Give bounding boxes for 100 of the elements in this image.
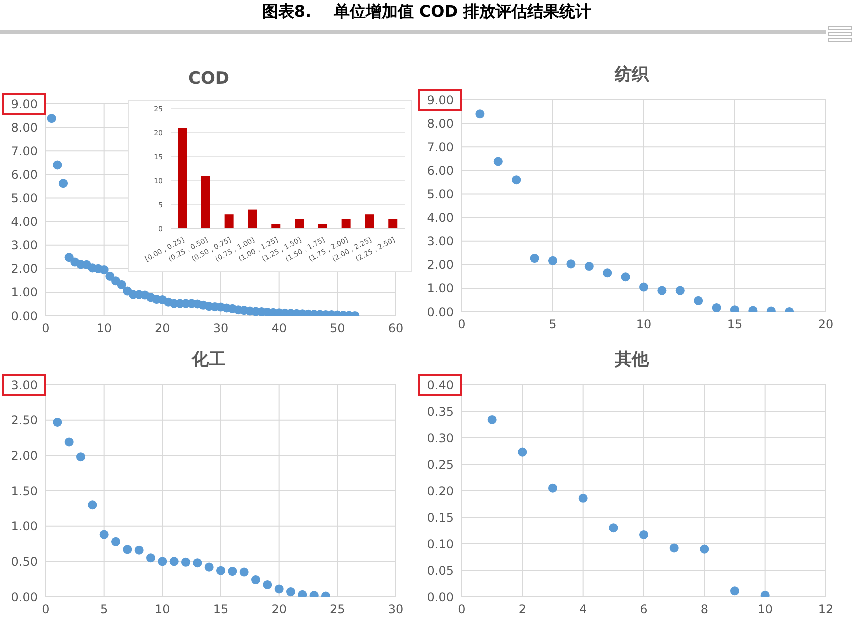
point [111, 537, 121, 546]
point [512, 176, 522, 185]
x-tick-label: 60 [388, 322, 404, 336]
point [730, 586, 740, 596]
y-tick-label: 9.00 [11, 97, 38, 112]
x-tick-label: 40 [272, 322, 287, 336]
point [146, 554, 156, 563]
point [170, 557, 179, 566]
y-tick-label: 6.00 [427, 164, 454, 178]
point [100, 530, 109, 540]
bar [318, 224, 328, 229]
x-tick-label: 12 [818, 602, 834, 617]
x-tick-label: 15 [213, 602, 229, 617]
y-tick-label: 8.00 [11, 120, 38, 135]
point [216, 566, 226, 576]
point [494, 157, 503, 166]
point [240, 568, 249, 577]
point [676, 286, 685, 296]
bar [201, 176, 210, 229]
point [193, 558, 202, 568]
x-tick-label: 50 [330, 322, 346, 336]
y-tick-label: 0.30 [427, 431, 454, 446]
point [548, 256, 558, 266]
y-tick-label: 1.00 [11, 286, 38, 300]
x-tick-label: 15 [727, 318, 743, 332]
point [53, 160, 62, 170]
bar [295, 219, 304, 229]
point [700, 544, 710, 554]
point [64, 253, 74, 262]
x-tick-label: 6 [640, 602, 648, 617]
point [204, 562, 214, 572]
y-tick-label: 5.00 [11, 191, 38, 206]
point [639, 282, 649, 292]
x-tick-label: 10 [96, 322, 112, 336]
bar [248, 210, 258, 229]
point [53, 418, 62, 427]
bar [272, 224, 281, 229]
x-tick-label: 10 [758, 602, 773, 617]
y-tick-label: 9.00 [427, 93, 454, 108]
point [274, 584, 284, 594]
y-tick-label: 7.00 [427, 140, 454, 154]
chart-title: 化工 [190, 349, 227, 372]
y-tick-label: 0.20 [427, 484, 454, 498]
point [488, 415, 497, 424]
y-tick-label: 0.05 [427, 564, 454, 578]
x-tick-label: 5 [100, 602, 108, 617]
y-tick-label: 0.00 [11, 309, 38, 324]
point [639, 530, 649, 540]
point [88, 500, 98, 510]
x-tick-label: 0 [42, 322, 50, 336]
y-tick-label: 0.00 [427, 590, 454, 604]
point [621, 272, 630, 282]
y-tick-label: 2.00 [11, 448, 38, 463]
bar [342, 219, 351, 229]
bar [178, 128, 188, 229]
point [228, 567, 238, 576]
point [712, 303, 722, 312]
point [530, 254, 540, 264]
bar [224, 214, 234, 229]
y-tick-label: 2.00 [11, 262, 38, 276]
y-tick-label: 3.00 [11, 378, 38, 392]
y-tick-label: 1.50 [11, 484, 38, 498]
x-tick-label: 0 [458, 318, 466, 332]
point [694, 296, 704, 306]
y-tick-label: 5.00 [427, 187, 454, 202]
chart-title: 纺织 [614, 64, 650, 87]
x-tick-label: 5 [549, 318, 557, 332]
y-tick-label: 4.00 [427, 211, 454, 226]
point [181, 558, 191, 567]
point [603, 268, 612, 278]
x-tick-label: 2 [518, 602, 526, 617]
point [566, 260, 576, 269]
point [47, 114, 56, 124]
y-tick-label: 2.50 [11, 414, 38, 428]
y-tick-label: 0.40 [427, 378, 454, 392]
y-tick-label: 1.00 [427, 282, 454, 296]
chart-title: 其他 [614, 349, 650, 372]
point [158, 557, 168, 566]
x-tick-label: 4 [580, 602, 588, 617]
x-tick-label: 25 [330, 602, 346, 617]
y-tick-label: 0.00 [427, 305, 454, 320]
point [286, 588, 296, 597]
x-tick-label: 8 [700, 602, 708, 617]
text: 图表8. 单位增加值 COD 排放评估结果统计 [261, 2, 593, 23]
point [134, 546, 144, 555]
bar [365, 214, 374, 229]
y-tick-label: 0.50 [11, 554, 38, 569]
point [578, 494, 588, 503]
point [100, 266, 109, 275]
x-tick-label: 0 [458, 602, 466, 617]
y-tick-label: 0.35 [427, 404, 454, 419]
y-tick-label: 3.00 [11, 238, 38, 253]
y-tick-label: 3.00 [427, 234, 454, 249]
point [548, 484, 558, 493]
y-tick-label: 8.00 [427, 116, 454, 131]
point [106, 272, 115, 281]
y-tick-label: 0.25 [427, 458, 454, 472]
point [609, 524, 618, 533]
x-tick-label: 30 [213, 322, 229, 336]
point [658, 286, 667, 296]
